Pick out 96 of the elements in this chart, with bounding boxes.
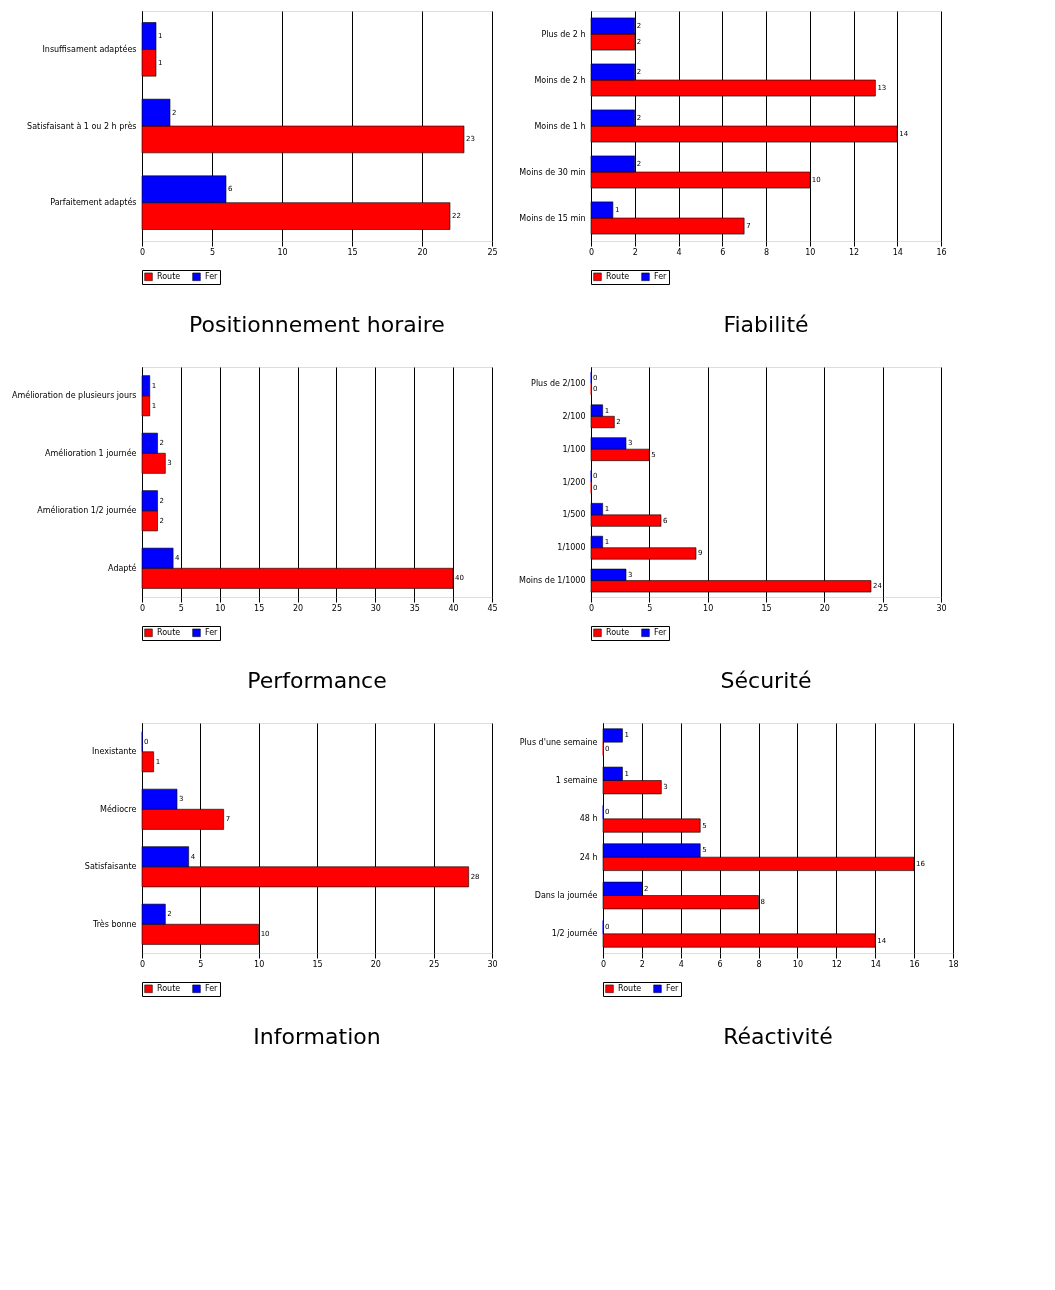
x-tick-label: 6 bbox=[717, 959, 723, 969]
x-tick-label: 12 bbox=[848, 247, 860, 257]
x-tick-label: 18 bbox=[948, 959, 959, 969]
x-tick-label: 5 bbox=[198, 959, 204, 969]
y-tick-label: 48 h bbox=[579, 814, 598, 824]
y-tick-label: 24 h bbox=[579, 852, 598, 862]
y-tick-label: Moins de 15 min bbox=[519, 213, 586, 223]
x-tick-label: 10 bbox=[703, 603, 714, 613]
y-tick-label: Plus de 2/100 bbox=[531, 378, 586, 388]
x-tick-label: 2 bbox=[639, 959, 645, 969]
legend-label: Route bbox=[618, 983, 642, 993]
x-tick-label: 45 bbox=[487, 603, 498, 613]
y-tick-label: Moins de 30 min bbox=[519, 167, 586, 177]
y-tick-label: Très bonne bbox=[92, 918, 137, 929]
x-tick-label: 25 bbox=[878, 603, 889, 613]
x-tick-label: 15 bbox=[312, 959, 323, 969]
x-tick-label: 10 bbox=[254, 959, 265, 969]
y-tick-label: Satisfaisante bbox=[84, 862, 137, 872]
y-tick-label: Amélioration 1 journée bbox=[45, 447, 137, 458]
y-tick-label: 2/100 bbox=[562, 411, 586, 421]
y-tick-label: 1/1000 bbox=[557, 543, 586, 553]
y-tick-label: 1 semaine bbox=[555, 776, 598, 785]
y-tick-label: Adapté bbox=[108, 562, 137, 573]
x-tick-label: 30 bbox=[370, 603, 381, 613]
y-tick-label: Moins de 1 h bbox=[534, 121, 586, 131]
legend-label: Route bbox=[157, 983, 181, 993]
x-tick-label: 40 bbox=[448, 603, 459, 613]
y-tick-label: Parfaitement adaptés bbox=[50, 197, 137, 208]
x-tick-label: 25 bbox=[429, 959, 440, 969]
x-tick-label: 16 bbox=[936, 247, 947, 257]
legend-label: Fer bbox=[205, 983, 219, 993]
x-tick-label: 4 bbox=[678, 959, 684, 969]
x-tick-label: 35 bbox=[409, 603, 420, 613]
x-tick-label: 20 bbox=[417, 247, 428, 257]
x-tick-label: 15 bbox=[347, 247, 358, 257]
x-tick-label: 16 bbox=[909, 959, 920, 969]
y-tick-label: Insuffisament adaptées bbox=[42, 43, 137, 54]
legend-label: Route bbox=[157, 271, 181, 281]
x-tick-label: 15 bbox=[761, 603, 772, 613]
legend-label: Fer bbox=[205, 271, 219, 281]
x-tick-label: 0 bbox=[600, 959, 607, 969]
x-tick-label: 0 bbox=[139, 603, 146, 613]
text: Réactivité bbox=[723, 1023, 833, 1049]
x-tick-label: 10 bbox=[277, 247, 288, 257]
text: Information bbox=[253, 1023, 381, 1049]
x-tick-label: 0 bbox=[139, 959, 146, 969]
text: Positionnement horaire bbox=[189, 311, 445, 337]
x-tick-label: 8 bbox=[756, 959, 762, 969]
x-tick-label: 15 bbox=[254, 603, 265, 613]
x-tick-label: 5 bbox=[647, 603, 653, 613]
x-tick-label: 20 bbox=[819, 603, 830, 613]
x-tick-label: 14 bbox=[892, 247, 903, 257]
y-tick-label: Inexistante bbox=[91, 747, 137, 757]
x-tick-label: 12 bbox=[831, 959, 842, 969]
x-tick-label: 20 bbox=[370, 959, 381, 969]
y-tick-label: 1/500 bbox=[562, 510, 586, 520]
text: Fiabilité bbox=[723, 311, 809, 337]
x-tick-label: 0 bbox=[588, 603, 595, 613]
x-tick-label: 4 bbox=[676, 247, 682, 257]
x-tick-label: 6 bbox=[720, 247, 726, 257]
legend-label: Route bbox=[606, 271, 630, 281]
x-tick-label: 25 bbox=[487, 247, 498, 257]
x-tick-label: 8 bbox=[763, 247, 770, 257]
x-tick-label: 5 bbox=[178, 603, 184, 613]
legend-label: Route bbox=[606, 627, 630, 637]
legend-label: Fer bbox=[666, 983, 680, 993]
y-tick-label: Amélioration de plusieurs jours bbox=[11, 390, 137, 401]
x-tick-label: 20 bbox=[292, 603, 304, 613]
legend-label: Fer bbox=[654, 627, 668, 637]
x-tick-label: 10 bbox=[215, 603, 226, 613]
legend-label: Route bbox=[157, 627, 181, 637]
y-tick-label: Amélioration 1/2 journée bbox=[37, 505, 137, 516]
y-tick-label: Moins de 1/1000 bbox=[519, 576, 586, 586]
x-tick-label: 30 bbox=[936, 603, 947, 613]
y-tick-label: 1/100 bbox=[562, 444, 586, 454]
x-tick-label: 10 bbox=[792, 959, 804, 969]
x-tick-label: 25 bbox=[331, 603, 343, 613]
legend-label: Fer bbox=[654, 271, 668, 281]
y-tick-label: 1/2 journée bbox=[551, 928, 598, 939]
x-tick-label: 0 bbox=[588, 247, 595, 257]
y-tick-label: 1/200 bbox=[562, 477, 586, 487]
y-tick-label: Moins de 2 h bbox=[534, 75, 586, 85]
y-tick-label: Médiocre bbox=[100, 803, 137, 814]
text: Sécurité bbox=[720, 667, 812, 693]
y-tick-label: Plus d'une semaine bbox=[519, 737, 598, 747]
x-tick-label: 5 bbox=[209, 247, 216, 257]
x-tick-label: 10 bbox=[805, 247, 816, 257]
x-tick-label: 30 bbox=[487, 959, 498, 969]
text: Performance bbox=[247, 667, 387, 693]
x-tick-label: 2 bbox=[632, 247, 638, 257]
x-tick-label: 14 bbox=[870, 959, 881, 969]
y-tick-label: Satisfaisant à 1 ou 2 h près bbox=[27, 120, 137, 131]
x-tick-label: 0 bbox=[139, 247, 146, 257]
y-tick-label: Dans la journée bbox=[534, 890, 598, 900]
legend-label: Fer bbox=[205, 627, 219, 637]
y-tick-label: Plus de 2 h bbox=[541, 29, 586, 39]
